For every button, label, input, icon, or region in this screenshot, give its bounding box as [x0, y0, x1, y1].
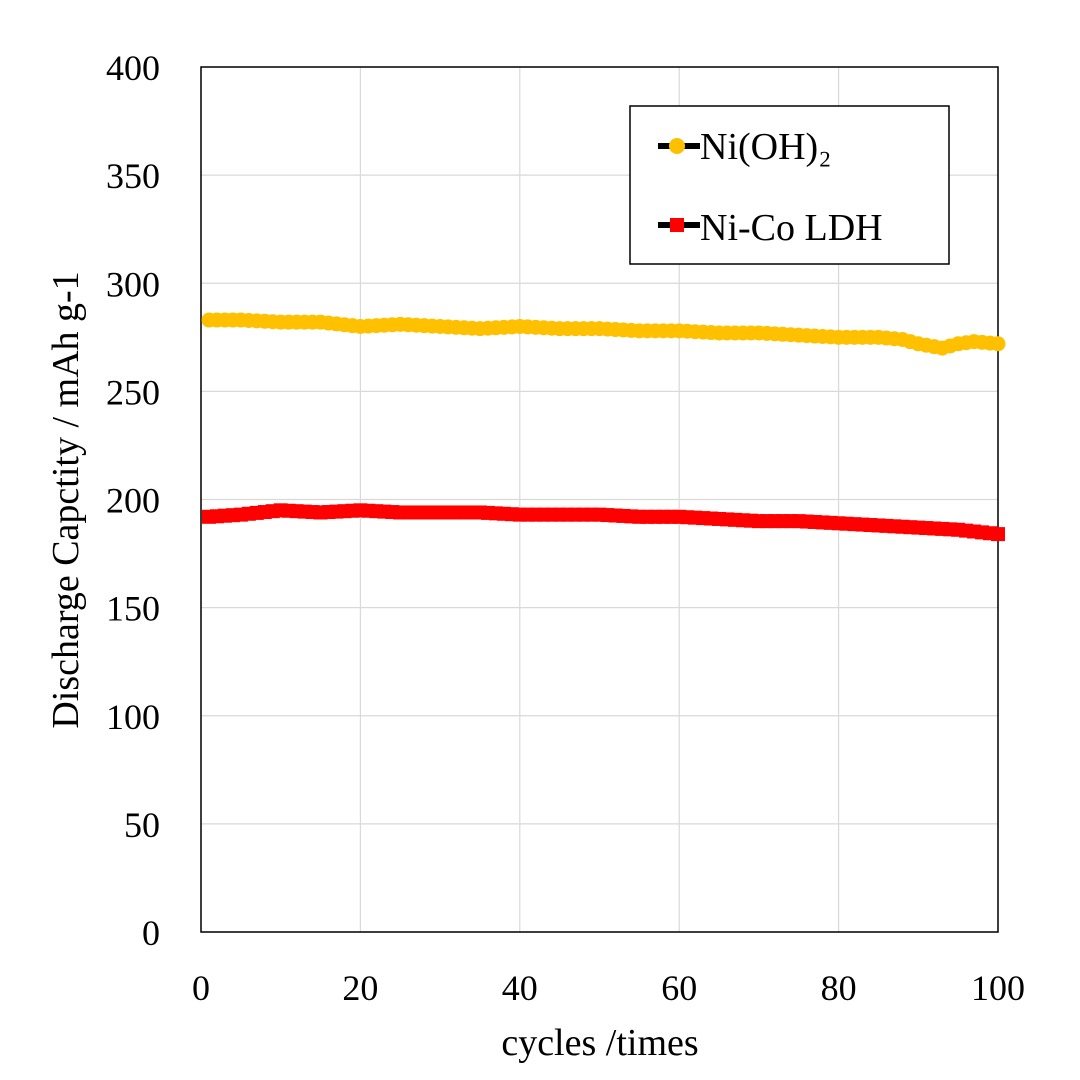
x-tick-label: 40	[502, 968, 538, 1008]
series-ni-oh2	[201, 312, 1006, 356]
legend-label-ni-co-ldh: Ni-Co LDH	[700, 207, 883, 249]
y-tick-label: 0	[142, 913, 160, 953]
y-tick-labels: 0 50 100 150 200 250 300 350 400	[106, 48, 160, 953]
data-point	[990, 336, 1006, 352]
y-tick-label: 250	[106, 372, 160, 412]
grid	[200, 66, 999, 933]
series-ni-co-ldh	[201, 503, 1005, 542]
legend-label-ni-oh2: Ni(OH)₂	[700, 126, 831, 168]
legend-marker-ni-co-ldh	[670, 218, 684, 232]
y-tick-label: 150	[106, 589, 160, 629]
x-tick-label: 100	[971, 968, 1025, 1008]
y-tick-label: 50	[124, 805, 160, 845]
x-tick-labels: 0 20 40 60 80 100	[192, 968, 1025, 1008]
data-point	[991, 527, 1005, 542]
x-tick-label: 80	[821, 968, 857, 1008]
y-tick-label: 350	[106, 156, 160, 196]
x-tick-label: 0	[192, 968, 210, 1008]
series-layer	[201, 312, 1006, 542]
y-tick-label: 400	[106, 48, 160, 88]
plot-area-frame	[200, 66, 999, 933]
x-tick-label: 20	[342, 968, 378, 1008]
y-tick-label: 200	[106, 481, 160, 521]
y-tick-label: 300	[106, 264, 160, 304]
y-tick-label: 100	[106, 697, 160, 737]
legend-marker-ni-oh2	[669, 138, 685, 154]
x-tick-label: 60	[661, 968, 697, 1008]
x-axis-title: cycles /times	[501, 1022, 698, 1064]
y-axis-title: Discharge Capctity / mAh g-1	[45, 271, 87, 728]
legend: Ni(OH)₂ Ni-Co LDH	[629, 105, 950, 265]
legend-box	[629, 105, 950, 265]
